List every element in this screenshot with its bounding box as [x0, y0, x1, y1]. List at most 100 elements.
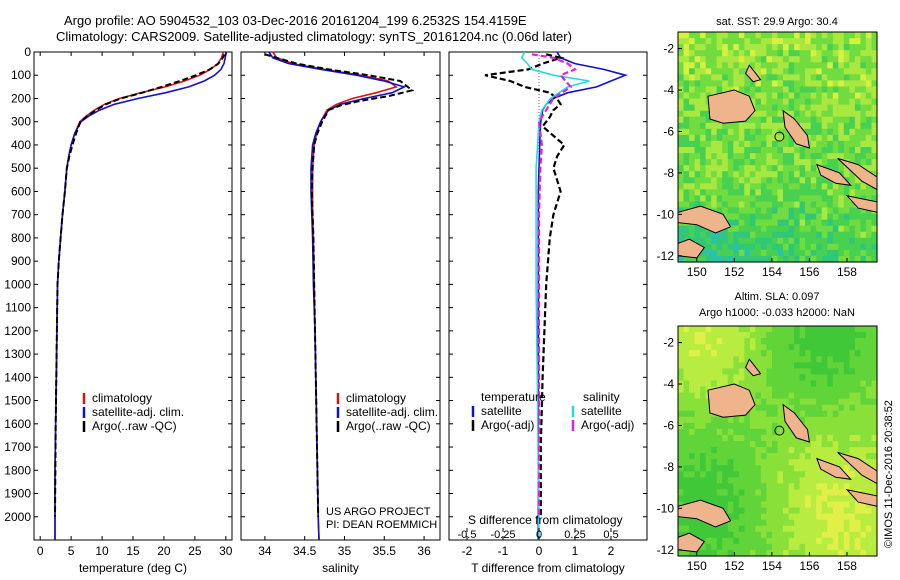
map-cell [860, 374, 867, 382]
map-cell [777, 62, 784, 69]
map-cell [760, 338, 767, 345]
map-cell [678, 153, 685, 160]
map-cell [832, 110, 839, 118]
map-cell [760, 195, 767, 203]
map-cell [816, 104, 823, 112]
map-cell [871, 537, 878, 545]
map-cell [854, 44, 861, 51]
map-cell [832, 140, 839, 148]
map-cell [766, 255, 773, 263]
x-tick-label: 156 [799, 265, 819, 279]
x-tick-label: -1 [498, 544, 509, 558]
map-cell [689, 368, 696, 376]
map-cell [860, 392, 867, 400]
map-cell [816, 483, 823, 491]
map-cell [838, 243, 845, 251]
map-cell [816, 434, 823, 442]
map-cell [727, 171, 734, 178]
map-cell [783, 213, 790, 221]
map-cell [843, 459, 850, 466]
map-cell [865, 104, 872, 112]
map-cell [843, 441, 850, 448]
map-cell [755, 207, 762, 215]
map-cell [871, 171, 878, 178]
map-cell [683, 410, 690, 418]
map-cell [788, 332, 795, 339]
map-cell [722, 356, 729, 363]
map-cell [689, 362, 696, 369]
map-cell [805, 398, 812, 406]
map-cell [755, 44, 762, 51]
map-cell [854, 501, 861, 509]
map-cell [805, 525, 812, 533]
map-cell [843, 68, 850, 75]
map-cell [843, 62, 850, 69]
map-cell [705, 159, 712, 166]
map-cell [821, 362, 828, 369]
map-cell [711, 531, 718, 539]
map-cell [689, 477, 696, 484]
map-cell [749, 453, 756, 460]
map-cell [694, 410, 701, 418]
map-cell [678, 362, 685, 369]
map-cell [700, 38, 707, 45]
map-cell [799, 410, 806, 418]
map-cell [727, 140, 734, 148]
map-cell [760, 128, 767, 136]
map-cell [766, 116, 773, 124]
map-cell [722, 477, 729, 484]
map-cell [755, 98, 762, 106]
map-cell [816, 477, 823, 484]
map-cell [700, 338, 707, 345]
diff-series-line [484, 53, 566, 517]
map-cell [766, 128, 773, 136]
map-cell [727, 459, 734, 466]
map-cell [727, 350, 734, 357]
map-cell [783, 537, 790, 545]
map-cell [733, 483, 740, 491]
map-cell [865, 477, 872, 484]
map-cell [755, 453, 762, 460]
map-cell [766, 422, 773, 430]
map-cell [865, 374, 872, 382]
map-cell [705, 338, 712, 345]
map-cell [865, 519, 872, 527]
map-cell [805, 374, 812, 382]
map-cell [838, 219, 845, 227]
map-cell [777, 98, 784, 106]
map-cell [860, 549, 867, 557]
map-cell [760, 80, 767, 88]
map-cell [678, 501, 685, 509]
map-cell [755, 249, 762, 257]
map-cell [810, 422, 817, 430]
map-cell [854, 404, 861, 412]
map-cell [788, 68, 795, 75]
map-cell [860, 219, 867, 227]
map-cell [854, 68, 861, 75]
map-cell [794, 50, 801, 57]
map-cell [727, 50, 734, 57]
map-cell [777, 207, 784, 215]
map-cell [843, 477, 850, 484]
map-cell [832, 225, 839, 233]
map-cell [683, 62, 690, 69]
map-cell [854, 447, 861, 454]
map-cell [678, 183, 685, 190]
map-cell [821, 428, 828, 436]
map-cell [810, 344, 817, 351]
map-cell [838, 537, 845, 545]
map-cell [799, 549, 806, 557]
map-title: Altim. SLA: 0.097 [735, 291, 820, 303]
map-cell [755, 32, 762, 39]
map-cell [738, 68, 745, 75]
map-cell [705, 183, 712, 190]
map-cell [865, 110, 872, 118]
map-cell [760, 38, 767, 45]
map-cell [821, 380, 828, 388]
map-cell [689, 434, 696, 442]
map-cell [816, 110, 823, 118]
map-cell [849, 471, 856, 478]
map-cell [799, 489, 806, 497]
map-cell [860, 447, 867, 454]
legend-title: temperature [481, 390, 546, 404]
